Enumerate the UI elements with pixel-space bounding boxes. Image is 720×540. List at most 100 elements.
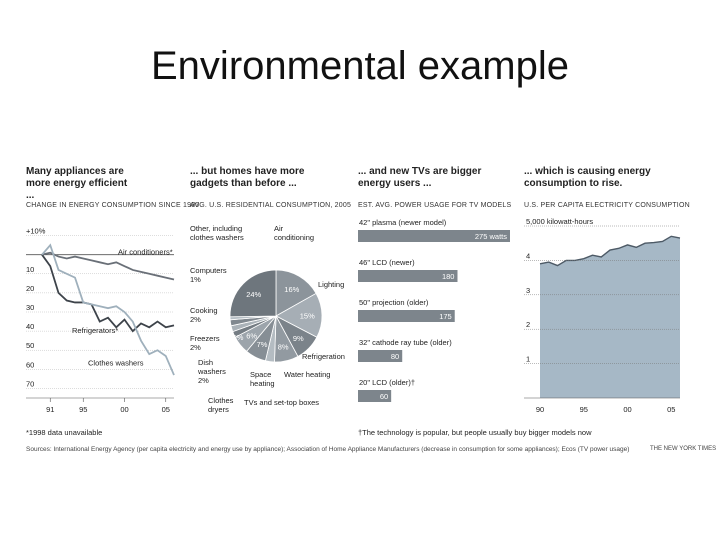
pie-label-computers: Computers 1% [190, 266, 234, 284]
line-series-label-refrigerators: Refrigerators* [72, 326, 118, 335]
area-ylabel: 5,000 kilowatt-hours [526, 218, 593, 226]
bar [358, 350, 403, 362]
line-chart-panel: Many appliances are more energy efficien… [26, 166, 199, 441]
line-series-label-washers: Clothes washers [88, 359, 144, 368]
pie-label-refrigeration: Refrigeration [302, 352, 345, 361]
source-note: Sources: International Energy Agency (pe… [26, 446, 630, 453]
bar-category-label: 42" plasma (newer model) [359, 218, 447, 227]
slide-title: Environmental example [151, 44, 569, 88]
bar-chart-subtitle: EST. AVG. POWER USAGE FOR TV MODELS [358, 202, 512, 209]
pie-label-lighting: Lighting [318, 280, 344, 289]
area-ytick-label: 4 [526, 251, 530, 260]
pie-label-cooking: Cooking 2% [190, 306, 220, 324]
area-fill [540, 236, 680, 398]
pie-label-cooking-text: Cooking 2% [190, 306, 218, 324]
line-series-2 [41, 243, 175, 376]
area-chart-panel: ... which is causing energy consumption … [524, 166, 690, 441]
area-ytick-label: 2 [526, 320, 530, 329]
line-xtick-label: 05 [162, 405, 170, 414]
line-ytick-label: 70 [26, 379, 34, 388]
area-xtick-label: 00 [623, 405, 631, 414]
pie-label-dishwashers: Dish washers 2% [198, 358, 228, 385]
line-chart: +10% 10 20 30 40 50 60 70 91 95 00 05 Air conditione… [26, 227, 175, 414]
pie-slice-pct: 24% [246, 290, 261, 299]
pie-extra-pct: 5% [233, 333, 244, 342]
bar [358, 230, 510, 242]
pie-label-tvs: TVs and set-top boxes [244, 398, 319, 407]
bar-category-label: 50" projection (older) [359, 298, 429, 307]
bar-chart: 42" plasma (newer model) 275 watts 46" LCD… [358, 218, 510, 402]
pie-slice-pct: 15% [300, 311, 315, 320]
pie-label-other: Other, including clothes washers [190, 224, 262, 242]
bar-value-label: 80 [391, 352, 399, 361]
pie-label-water-text: Water heating [284, 370, 331, 379]
pie-chart-panel: ... but homes have more gadgets than bef… [190, 166, 352, 441]
pie-slice-pct: 7% [257, 340, 268, 349]
bar-chart-panel: ... and new TVs are bigger energy users … [358, 166, 513, 441]
bar [358, 310, 455, 322]
line-chart-subtitle: CHANGE IN ENERGY CONSUMPTION SINCE 1990 [26, 202, 200, 209]
pie-slice-1 [275, 292, 323, 338]
area-chart: 4 3 2 1 5,000 kilowatt-hours 90 95 00 05 [524, 218, 681, 414]
pie-label-refrigeration-text: Refrigeration [302, 352, 345, 361]
pie-label-dryers: Clothes dryers [208, 396, 240, 414]
pie-slice-0 [275, 269, 317, 317]
pie-chart-title: ... but homes have more gadgets than bef… [190, 166, 305, 189]
bar-value-label: 275 watts [475, 232, 507, 241]
pie-label-water: Water heating [284, 370, 330, 379]
area-ytick-label: 1 [526, 355, 530, 364]
line-ytick-label: +10% [26, 227, 46, 236]
line-series-1 [41, 254, 175, 333]
line-series-0 [41, 251, 175, 281]
pie-label-freezers: Freezers 2% [190, 334, 224, 352]
pie-slice-11 [229, 269, 277, 318]
pie-chart: 16% 15% 9% 8% 7%6% 24% 5% [229, 269, 323, 363]
pie-label-other-text: Other, including clothes washers [190, 224, 244, 242]
area-ytick-label: 3 [526, 286, 530, 295]
pie-label-air: Air conditioning [274, 224, 324, 242]
pie-label-space-text: Space heating [250, 370, 275, 388]
line-ytick-label: 10 [26, 265, 34, 274]
area-chart-subtitle: U.S. PER CAPITA ELECTRICITY CONSUMPTION [524, 202, 690, 209]
bar-value-label: 175 [439, 312, 452, 321]
pie-slice-pct: 8% [278, 342, 289, 351]
pie-label-dishwashers-text: Dish washers 2% [198, 358, 226, 385]
line-ytick-label: 40 [26, 322, 34, 331]
line-ytick-label: 60 [26, 360, 34, 369]
pie-label-freezers-text: Freezers 2% [190, 334, 220, 352]
bar-chart-title: ... and new TVs are bigger energy users … [358, 166, 482, 189]
bar-value-label: 180 [442, 272, 455, 281]
line-xtick-label: 95 [79, 405, 87, 414]
line-ytick-label: 50 [26, 341, 34, 350]
pie-slice-pct: 16% [284, 285, 299, 294]
pie-slice-pct: 9% [293, 334, 304, 343]
bar-category-label: 46" LCD (newer) [359, 258, 415, 267]
bar [358, 270, 458, 282]
area-xtick-label: 05 [667, 405, 675, 414]
pie-chart-subtitle: AVG. U.S. RESIDENTIAL CONSUMPTION, 2005 [190, 202, 352, 209]
bar-category-label: 20" LCD (older)† [359, 378, 415, 387]
pie-label-dryers-text: Clothes dryers [208, 396, 234, 414]
line-xtick-label: 91 [46, 405, 54, 414]
area-line [539, 235, 681, 267]
pie-label-air-text: Air conditioning [274, 224, 315, 242]
line-series-label-air: Air conditioners* [118, 247, 173, 256]
pie-label-lighting-text: Lighting [318, 280, 345, 289]
pie-label-space: Space heating [250, 370, 282, 388]
pie-label-tvs-text: TVs and set-top boxes [244, 398, 320, 407]
credit: THE NEW YORK TIMES [650, 446, 717, 452]
area-xtick-label: 95 [580, 405, 588, 414]
area-xtick-label: 90 [536, 405, 544, 414]
line-ytick-label: 30 [26, 303, 34, 312]
bar-category-label: 32" cathode ray tube (older) [359, 338, 452, 347]
line-chart-title: Many appliances are more energy efficien… [26, 166, 128, 201]
pie-label-computers-text: Computers 1% [190, 266, 227, 284]
bar-value-label: 60 [380, 392, 388, 401]
area-chart-title: ... which is causing energy consumption … [524, 166, 651, 189]
pie-slice-pct: 6% [246, 332, 257, 341]
bar-chart-footnote: †The technology is popular, but people u… [358, 428, 592, 437]
line-chart-footnote: *1998 data unavailable [26, 428, 103, 437]
bar [358, 390, 392, 402]
line-xtick-label: 00 [120, 405, 128, 414]
line-ytick-label: 20 [26, 284, 34, 293]
